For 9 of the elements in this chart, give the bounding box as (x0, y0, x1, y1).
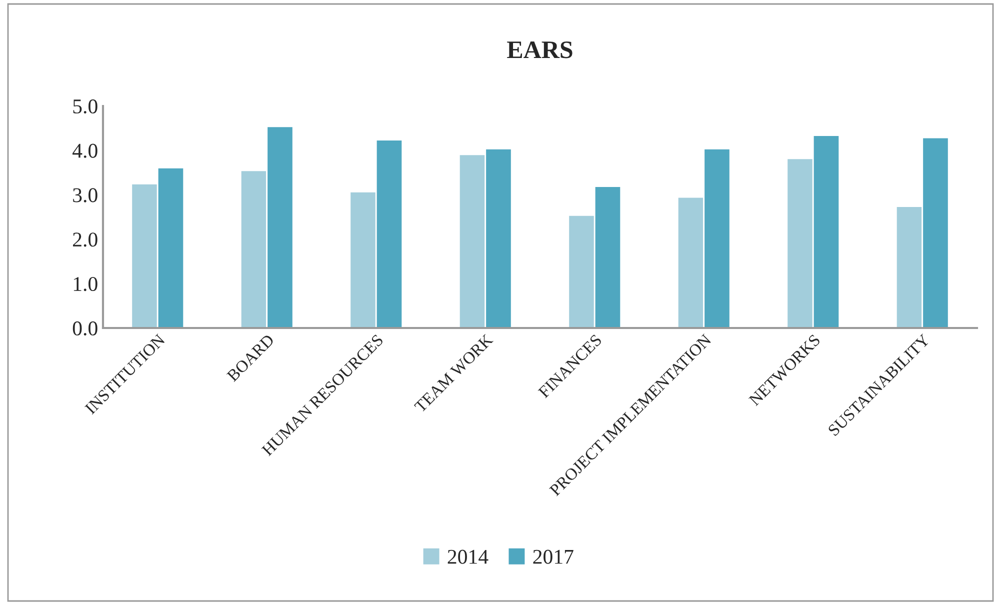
y-tick-label: 3.0 (73, 188, 98, 202)
chart-title: EARS (507, 41, 572, 58)
y-tick-label: 0.0 (72, 321, 98, 336)
y-tick-label: 5.0 (73, 99, 98, 114)
legend-label: 2017 (533, 550, 574, 564)
y-tick-label: 4.0 (72, 144, 98, 158)
legend-label: 2014 (448, 550, 488, 564)
y-tick-label: 2.0 (73, 232, 98, 247)
y-tick-label: 1.0 (74, 276, 98, 292)
